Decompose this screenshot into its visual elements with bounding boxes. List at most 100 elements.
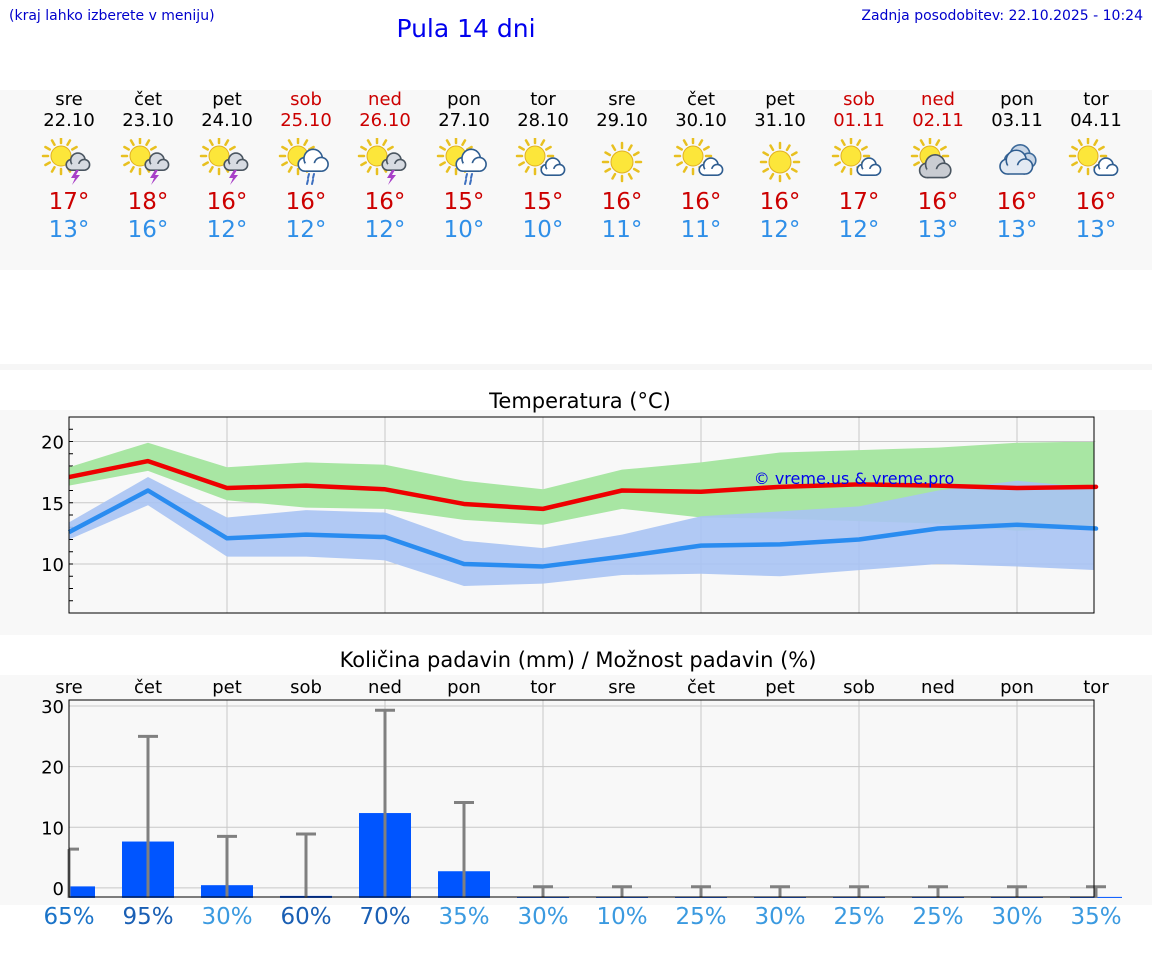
sun-cloud-thunder-icon [120, 138, 170, 185]
cloud-shape [297, 148, 329, 173]
cloud-shape [698, 157, 724, 177]
cloud-shape [999, 149, 1034, 175]
x-category-label: pet [212, 677, 242, 698]
x-category-label: tor [1083, 677, 1109, 698]
precipitation-range-whisker [612, 885, 632, 898]
day-date: 03.11 [991, 110, 1043, 131]
day-name: ned [368, 89, 402, 110]
day-column: tor 04.11 16° 13° [1056, 90, 1136, 244]
page-title: Pula 14 dni [396, 14, 536, 43]
min-temperature: 12° [838, 217, 880, 243]
day-name: sre [55, 89, 83, 110]
x-category-label: sob [843, 677, 875, 698]
precipitation-grid [69, 700, 1094, 897]
precipitation-range-whisker [1007, 885, 1027, 898]
day-date: 31.10 [754, 110, 806, 131]
day-column: pon 27.10 15° 10° [424, 90, 504, 244]
daily-forecast-strip: sre 22.10 17° 13° čet 23.10 18° 16° pet 24.10 16° 1… [0, 90, 1152, 270]
day-column: ned 26.10 16° 12° [345, 90, 425, 244]
day-column: sob 25.10 16° 12° [266, 90, 346, 244]
precipitation-probability: 30% [754, 904, 806, 930]
sun-cloud-thunder-icon [357, 138, 407, 185]
cloud-shape [455, 148, 487, 173]
day-name: tor [1083, 89, 1109, 110]
day-name: tor [530, 89, 556, 110]
x-category-label: sob [290, 677, 322, 698]
max-temperature: 16° [601, 189, 643, 215]
day-column: pet 24.10 16° 12° [187, 90, 267, 244]
day-name: pet [765, 89, 795, 110]
last-update: Zadnja posodobitev: 22.10.2025 - 10:24 [861, 8, 1143, 24]
x-category-label: čet [134, 677, 162, 698]
cloud-shape [856, 157, 882, 177]
precipitation-chart-title: Količina padavin (mm) / Možnost padavin … [340, 648, 817, 672]
min-temperature: 12° [285, 217, 327, 243]
day-column: sob 01.11 17° 12° [819, 90, 899, 244]
day-name: sob [843, 89, 875, 110]
day-name: sob [290, 89, 322, 110]
y-tick-label: 10 [41, 555, 64, 576]
min-temperature: 13° [1075, 217, 1117, 243]
day-column: sre 29.10 16° 11° [582, 90, 662, 244]
x-category-label: čet [687, 677, 715, 698]
day-date: 26.10 [359, 110, 411, 131]
day-column: ned 02.11 16° 13° [898, 90, 978, 244]
max-temperature: 15° [522, 189, 564, 215]
precipitation-probability: 30% [517, 904, 569, 930]
sun-gray-cloud-icon [910, 138, 952, 179]
y-tick-label: 0 [53, 879, 64, 900]
precipitation-probability: 10% [596, 904, 648, 930]
min-temperature: 10° [443, 217, 485, 243]
precipitation-probability: 30% [991, 904, 1043, 930]
location-hint: (kraj lahko izberete v meniju) [9, 8, 215, 24]
precipitation-range-whisker [533, 885, 553, 898]
max-temperature: 18° [127, 189, 169, 215]
max-temperature: 16° [917, 189, 959, 215]
sun-shape [515, 138, 555, 176]
rain-drops [306, 173, 315, 185]
y-tick-label: 30 [41, 697, 64, 718]
precipitation-range-whisker [849, 885, 869, 898]
x-category-label: tor [530, 677, 556, 698]
precipitation-range-whisker [138, 734, 158, 898]
precipitation-probability: 60% [280, 904, 332, 930]
max-temperature: 16° [285, 189, 327, 215]
precipitation-probability: 25% [833, 904, 885, 930]
sun-cloud-thunder-icon [41, 138, 91, 185]
day-date: 04.11 [1070, 110, 1122, 131]
lightning-bolt [387, 170, 396, 185]
max-temperature: 15° [443, 189, 485, 215]
day-column: tor 28.10 15° 10° [503, 90, 583, 244]
overcast-icon [999, 143, 1037, 175]
sun-small-cloud-icon [515, 138, 566, 177]
day-date: 30.10 [675, 110, 727, 131]
y-tick-label: 20 [41, 433, 64, 454]
cloud-shape [223, 152, 249, 172]
min-temperature-line [67, 488, 1099, 569]
sun-cloud-thunder-icon [199, 138, 249, 185]
precipitation-probability: 35% [1070, 904, 1122, 930]
sun-cloud-rain-icon [436, 138, 487, 185]
sun-small-cloud-icon [1068, 138, 1119, 177]
watermark-text: © vreme.us & vreme.pro [754, 469, 955, 488]
lightning-bolt [71, 170, 80, 185]
max-temperature: 16° [1075, 189, 1117, 215]
day-name: sre [608, 89, 636, 110]
sun-shape [759, 141, 801, 183]
max-temperature: 16° [364, 189, 406, 215]
temperature-chart: Temperatura (°C) 10 15 20 © vreme.us & vreme… [0, 389, 1152, 635]
min-temperature: 12° [364, 217, 406, 243]
min-temperature: 16° [127, 217, 169, 243]
min-temperature: 13° [48, 217, 90, 243]
y-tick-label: 20 [41, 758, 64, 779]
precipitation-probability: 95% [122, 904, 174, 930]
day-column: pet 31.10 16° 12° [740, 90, 820, 244]
x-category-label: pet [765, 677, 795, 698]
sun-shape [1068, 138, 1108, 176]
max-temperature: 17° [48, 189, 90, 215]
day-column: čet 23.10 18° 16° [108, 90, 188, 244]
precipitation-range-whisker [928, 885, 948, 898]
min-temperature: 13° [917, 217, 959, 243]
cloud-shape [381, 152, 407, 172]
precipitation-range-whisker [691, 885, 711, 898]
